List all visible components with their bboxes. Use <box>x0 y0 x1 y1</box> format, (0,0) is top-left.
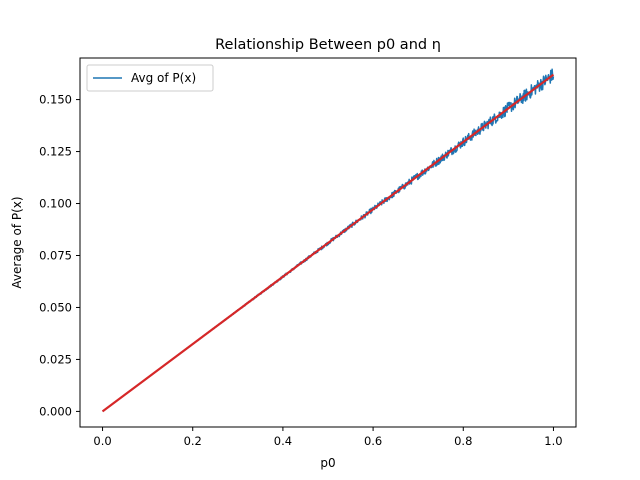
chart-title: Relationship Between p0 and η <box>215 37 441 53</box>
y-tick-label: 0.050 <box>39 300 72 314</box>
plot-frame <box>79 57 577 428</box>
y-tick-label: 0.125 <box>39 145 72 159</box>
y-tick-label: 0.025 <box>39 352 72 366</box>
legend-box <box>86 64 214 92</box>
series-line-fit <box>101 73 555 413</box>
x-tick-label: 1.0 <box>544 434 562 448</box>
x-tick-label: 0.2 <box>184 434 202 448</box>
x-tick-label: 0.8 <box>454 434 472 448</box>
x-tick-label: 0.6 <box>364 434 382 448</box>
y-tick-label: 0.000 <box>39 404 72 418</box>
plot-area <box>101 68 555 413</box>
y-axis-label: Average of P(x) <box>10 196 24 288</box>
x-axis-label: p0 <box>320 456 335 470</box>
x-tick-label: 0.4 <box>274 434 292 448</box>
y-tick-label: 0.150 <box>39 93 72 107</box>
y-axis: 0.000 0.025 0.050 0.075 0.100 0.125 0.150 <box>39 93 80 418</box>
y-tick-label: 0.075 <box>39 248 72 262</box>
legend-entry: Avg of P(x) <box>131 71 196 85</box>
x-tick-label: 0.0 <box>93 434 111 448</box>
y-tick-label: 0.100 <box>39 197 72 211</box>
x-axis: 0.0 0.2 0.4 0.6 0.8 1.0 <box>93 427 563 448</box>
legend: Avg of P(x) <box>86 64 214 92</box>
